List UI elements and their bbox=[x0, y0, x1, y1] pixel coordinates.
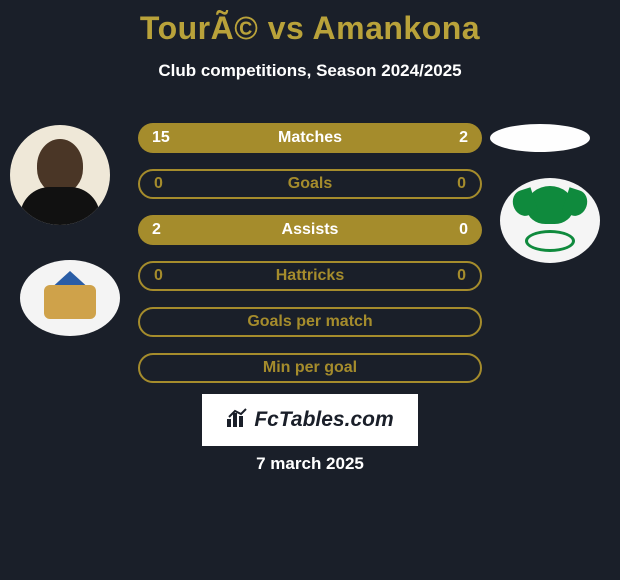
date-stamp: 7 march 2025 bbox=[0, 454, 620, 474]
stat-label: Matches bbox=[278, 129, 342, 147]
branding-badge: FcTables.com bbox=[202, 394, 418, 446]
page-title: TourÃ© vs Amankona bbox=[0, 0, 620, 47]
stat-label: Assists bbox=[282, 221, 339, 239]
right-team-badge bbox=[500, 178, 600, 263]
stat-label: Hattricks bbox=[276, 267, 344, 285]
stat-right-value: 0 bbox=[457, 175, 466, 193]
stat-right-value: 2 bbox=[459, 129, 468, 147]
pyramids-badge-icon bbox=[38, 271, 102, 325]
stat-label: Goals bbox=[288, 175, 332, 193]
stat-left-value: 15 bbox=[152, 129, 170, 147]
stat-row: Min per goal bbox=[138, 353, 482, 383]
avatar-body-shape bbox=[20, 187, 100, 225]
stat-right-value: 0 bbox=[459, 221, 468, 239]
left-player-avatar bbox=[10, 125, 110, 225]
stat-label: Min per goal bbox=[263, 359, 357, 377]
chart-icon bbox=[226, 407, 248, 433]
almasry-badge-icon bbox=[515, 186, 585, 256]
branding-text: FcTables.com bbox=[254, 408, 393, 432]
stat-left-value: 0 bbox=[154, 267, 163, 285]
stats-bar-group: 15 Matches 2 0 Goals 0 2 Assists 0 0 Hattricks 0 Goa… bbox=[138, 123, 482, 399]
avatar-head-shape bbox=[37, 139, 83, 193]
stat-row: 0 Goals 0 bbox=[138, 169, 482, 199]
stat-label: Goals per match bbox=[247, 313, 372, 331]
stat-right-value: 0 bbox=[457, 267, 466, 285]
left-team-badge bbox=[20, 260, 120, 336]
stat-row: Goals per match bbox=[138, 307, 482, 337]
stat-row: 15 Matches 2 bbox=[138, 123, 482, 153]
stat-left-value: 2 bbox=[152, 221, 161, 239]
page-subtitle: Club competitions, Season 2024/2025 bbox=[0, 61, 620, 81]
stat-left-value: 0 bbox=[154, 175, 163, 193]
stat-row: 2 Assists 0 bbox=[138, 215, 482, 245]
right-player-avatar bbox=[490, 124, 590, 152]
stat-row: 0 Hattricks 0 bbox=[138, 261, 482, 291]
